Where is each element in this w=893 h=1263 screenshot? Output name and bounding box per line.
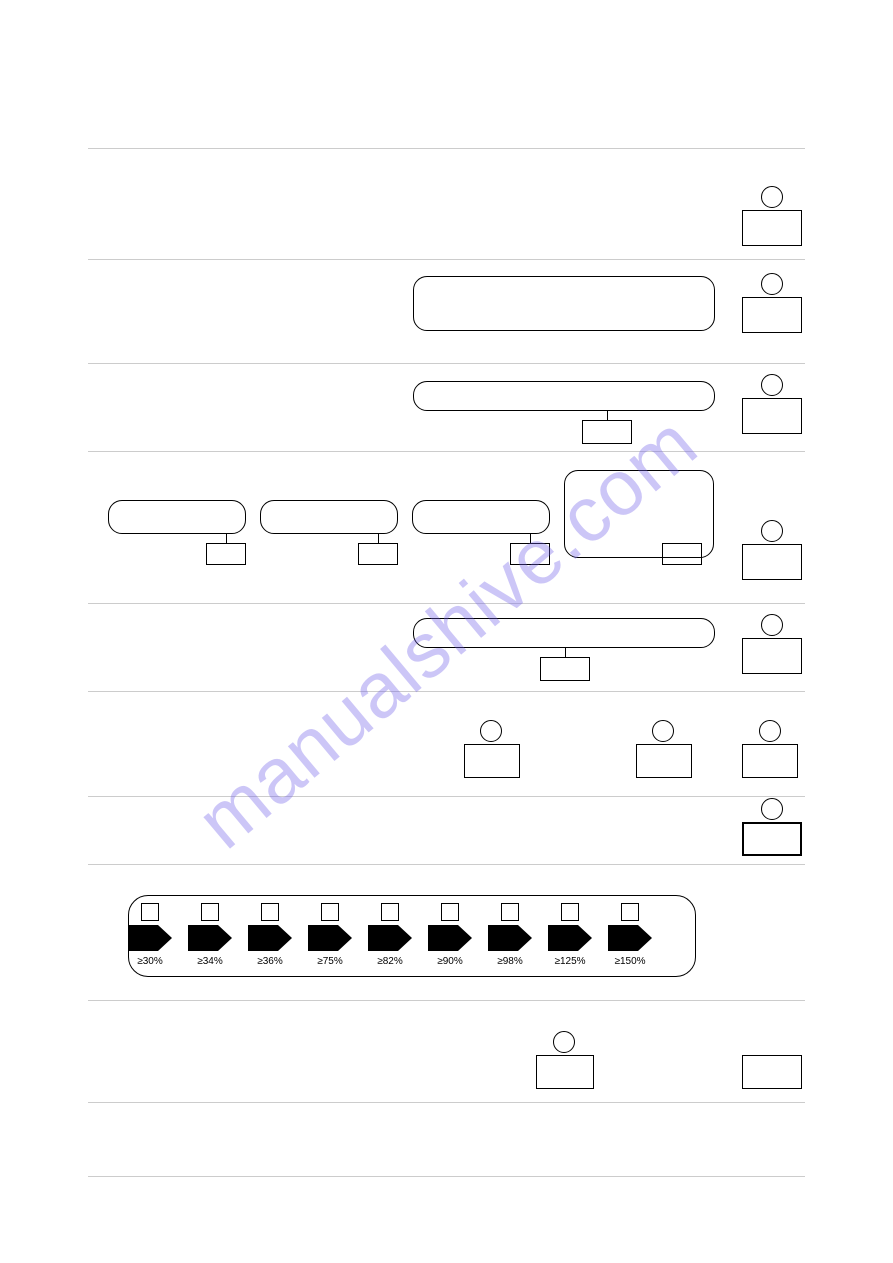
row4-small (662, 543, 702, 565)
divider-line (88, 363, 805, 364)
divider-line (88, 796, 805, 797)
percent-label: ≥150% (603, 956, 657, 967)
panel-row2 (413, 276, 715, 331)
divider-line (88, 1176, 805, 1177)
panel-row3-small (582, 420, 632, 444)
percent-label: ≥30% (123, 956, 177, 967)
percent-item: ≥30% (123, 903, 177, 967)
panel-row5-small (540, 657, 590, 681)
row6-box (464, 744, 520, 778)
panel-row3-rect (413, 381, 715, 411)
row4-rect (108, 500, 246, 534)
percent-item: ≥150% (603, 903, 657, 967)
divider-line (88, 603, 805, 604)
right-col-circle (761, 798, 783, 820)
after-panel-circle (553, 1031, 575, 1053)
row6-circle (652, 720, 674, 742)
row4-rect (412, 500, 550, 534)
divider-line (88, 1000, 805, 1001)
percent-checkbox[interactable] (561, 903, 579, 921)
divider-line (88, 864, 805, 865)
row4-small (510, 543, 550, 565)
percent-arrow-icon (188, 925, 232, 951)
percent-arrow-icon (308, 925, 352, 951)
divider-line (88, 451, 805, 452)
percent-label: ≥125% (543, 956, 597, 967)
percent-label: ≥98% (483, 956, 537, 967)
percent-checkbox[interactable] (501, 903, 519, 921)
percent-checkbox[interactable] (441, 903, 459, 921)
percent-arrow-icon (548, 925, 592, 951)
percent-item: ≥125% (543, 903, 597, 967)
panel-row3-connector (607, 411, 608, 420)
right-col-box (742, 638, 802, 674)
divider-line (88, 259, 805, 260)
divider-line (88, 1102, 805, 1103)
percent-item: ≥36% (243, 903, 297, 967)
panel-row5-connector (565, 648, 566, 657)
percent-arrow-icon (428, 925, 472, 951)
right-col-box (742, 398, 802, 434)
percent-checkbox[interactable] (261, 903, 279, 921)
percent-item: ≥34% (183, 903, 237, 967)
panel-row5-rect (413, 618, 715, 648)
percent-item: ≥75% (303, 903, 357, 967)
percent-item: ≥82% (363, 903, 417, 967)
right-col-circle (761, 520, 783, 542)
percent-arrow-icon (368, 925, 412, 951)
percent-checkbox[interactable] (141, 903, 159, 921)
row6-box (636, 744, 692, 778)
percent-item: ≥98% (483, 903, 537, 967)
right-col-box (742, 822, 802, 856)
row4-connector (226, 534, 227, 543)
right-col-box (742, 210, 802, 246)
row4-small (206, 543, 246, 565)
divider-line (88, 148, 805, 149)
percent-label: ≥36% (243, 956, 297, 967)
percent-checkbox[interactable] (321, 903, 339, 921)
right-col-circle (761, 614, 783, 636)
after-panel-far-box (742, 1055, 802, 1089)
percent-arrow-icon (128, 925, 172, 951)
row4-small (358, 543, 398, 565)
right-col-circle (761, 186, 783, 208)
percent-checkbox[interactable] (381, 903, 399, 921)
percent-label: ≥34% (183, 956, 237, 967)
right-col-circle (759, 720, 781, 742)
percent-checkbox[interactable] (201, 903, 219, 921)
right-col-circle (761, 374, 783, 396)
after-panel-box (536, 1055, 594, 1089)
percent-label: ≥90% (423, 956, 477, 967)
percent-item: ≥90% (423, 903, 477, 967)
row4-rect (260, 500, 398, 534)
right-col-box (742, 544, 802, 580)
percent-label: ≥75% (303, 956, 357, 967)
row4-connector (530, 534, 531, 543)
percent-checkbox[interactable] (621, 903, 639, 921)
percent-label: ≥82% (363, 956, 417, 967)
row6-circle (480, 720, 502, 742)
right-col-box (742, 297, 802, 333)
percent-arrow-icon (248, 925, 292, 951)
divider-line (88, 691, 805, 692)
percent-arrow-icon (488, 925, 532, 951)
right-col-circle (761, 273, 783, 295)
percent-arrow-icon (608, 925, 652, 951)
right-col-box (742, 744, 798, 778)
row4-connector (378, 534, 379, 543)
